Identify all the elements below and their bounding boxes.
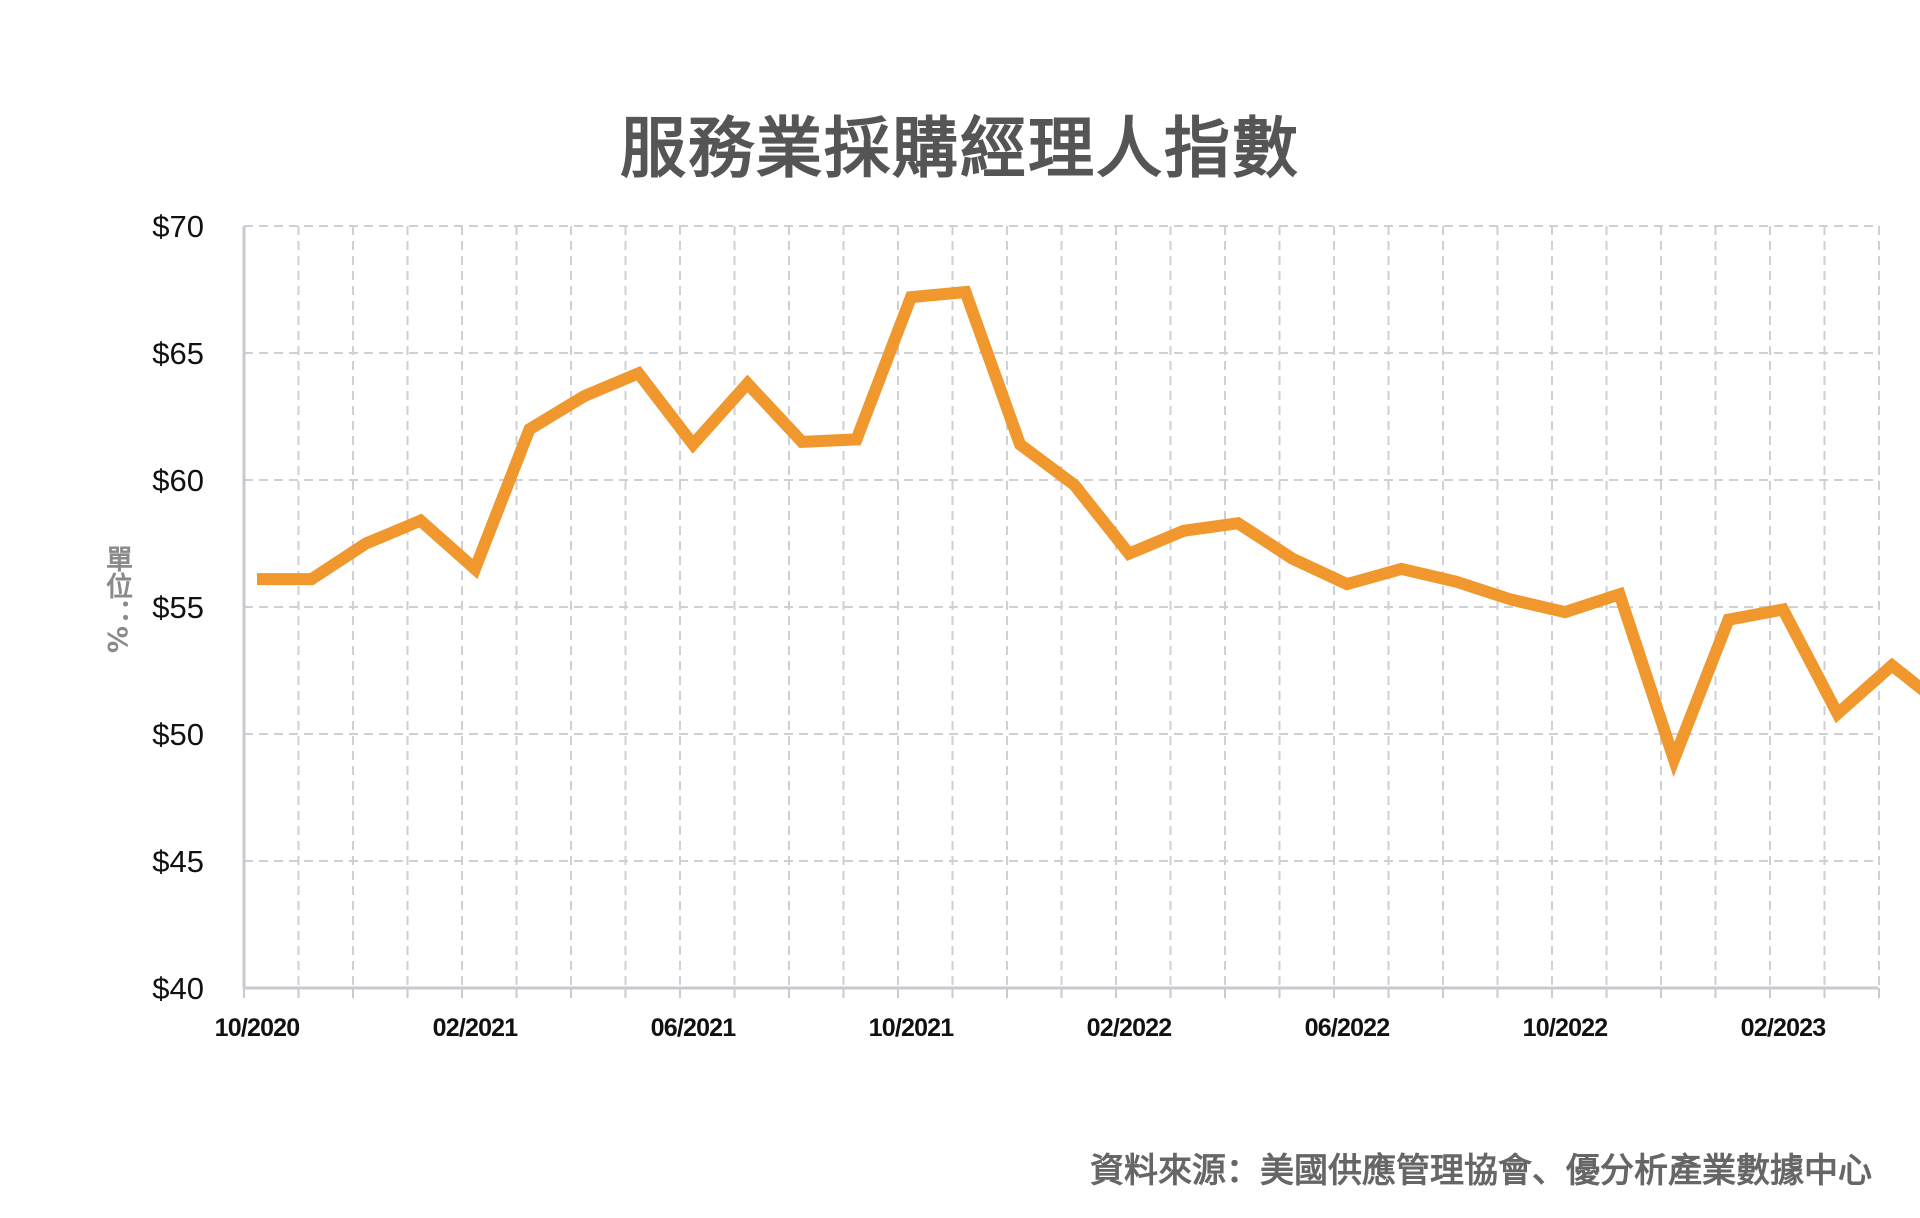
x-tick-label: 06/2021 bbox=[651, 1014, 737, 1042]
data-point bbox=[1232, 517, 1244, 529]
y-tick-label: $45 bbox=[152, 844, 204, 879]
data-point bbox=[633, 367, 645, 379]
data-point bbox=[1396, 563, 1408, 575]
series-line bbox=[257, 285, 1920, 778]
data-point bbox=[1014, 438, 1026, 450]
x-tick-label: 06/2022 bbox=[1305, 1014, 1390, 1042]
data-point bbox=[1178, 525, 1190, 537]
data-point bbox=[1614, 588, 1626, 600]
data-point bbox=[1341, 578, 1353, 590]
y-tick-label: $60 bbox=[152, 463, 204, 498]
data-point bbox=[796, 436, 808, 448]
y-tick-label: $50 bbox=[152, 717, 204, 752]
data-point bbox=[524, 423, 536, 435]
data-point bbox=[1559, 606, 1571, 618]
data-point bbox=[742, 377, 754, 389]
series: 50 bbox=[251, 285, 1920, 778]
data-point bbox=[1777, 604, 1789, 616]
axes bbox=[242, 226, 1880, 998]
y-axis-label: 單位：% bbox=[101, 545, 132, 654]
data-point bbox=[415, 515, 427, 527]
data-point bbox=[251, 573, 263, 585]
data-point bbox=[1123, 548, 1135, 560]
y-axis-ticks: $40 $45 $50 $55 $60 $65 $70 bbox=[152, 209, 204, 1006]
x-tick-label: 02/2023 bbox=[1741, 1014, 1826, 1042]
data-point bbox=[1069, 479, 1081, 491]
x-tick-label: 10/2022 bbox=[1523, 1014, 1608, 1042]
data-point bbox=[905, 291, 917, 303]
data-point bbox=[360, 538, 372, 550]
x-axis-ticks: 10/2020 02/2021 06/2021 10/2021 02/2022 06/20… bbox=[215, 1014, 1827, 1042]
chart-title: 服務業採購經理人指數 bbox=[620, 110, 1300, 187]
source-note: 資料來源：美國供應管理協會、優分析產業數據中心 bbox=[1090, 1151, 1872, 1191]
data-point bbox=[306, 573, 318, 585]
data-point bbox=[1450, 576, 1462, 588]
y-tick-label: $40 bbox=[152, 971, 204, 1006]
data-point bbox=[1886, 659, 1898, 671]
grid bbox=[244, 225, 1880, 988]
data-point bbox=[1505, 593, 1517, 605]
data-point bbox=[469, 563, 481, 575]
data-point bbox=[960, 286, 972, 298]
data-point bbox=[1668, 753, 1680, 765]
y-tick-label: $70 bbox=[152, 209, 204, 244]
x-tick-label: 10/2021 bbox=[869, 1014, 955, 1042]
y-tick-label: $65 bbox=[152, 336, 204, 371]
data-point bbox=[851, 433, 863, 445]
x-tick-label: 02/2022 bbox=[1087, 1014, 1172, 1042]
y-tick-label: $55 bbox=[152, 590, 204, 625]
x-tick-label: 02/2021 bbox=[433, 1014, 519, 1042]
data-point bbox=[687, 438, 699, 450]
data-point bbox=[1723, 614, 1735, 626]
data-point bbox=[1287, 553, 1299, 565]
x-tick-label: 10/2020 bbox=[215, 1014, 300, 1042]
data-point bbox=[1832, 708, 1844, 720]
data-point bbox=[578, 390, 590, 402]
